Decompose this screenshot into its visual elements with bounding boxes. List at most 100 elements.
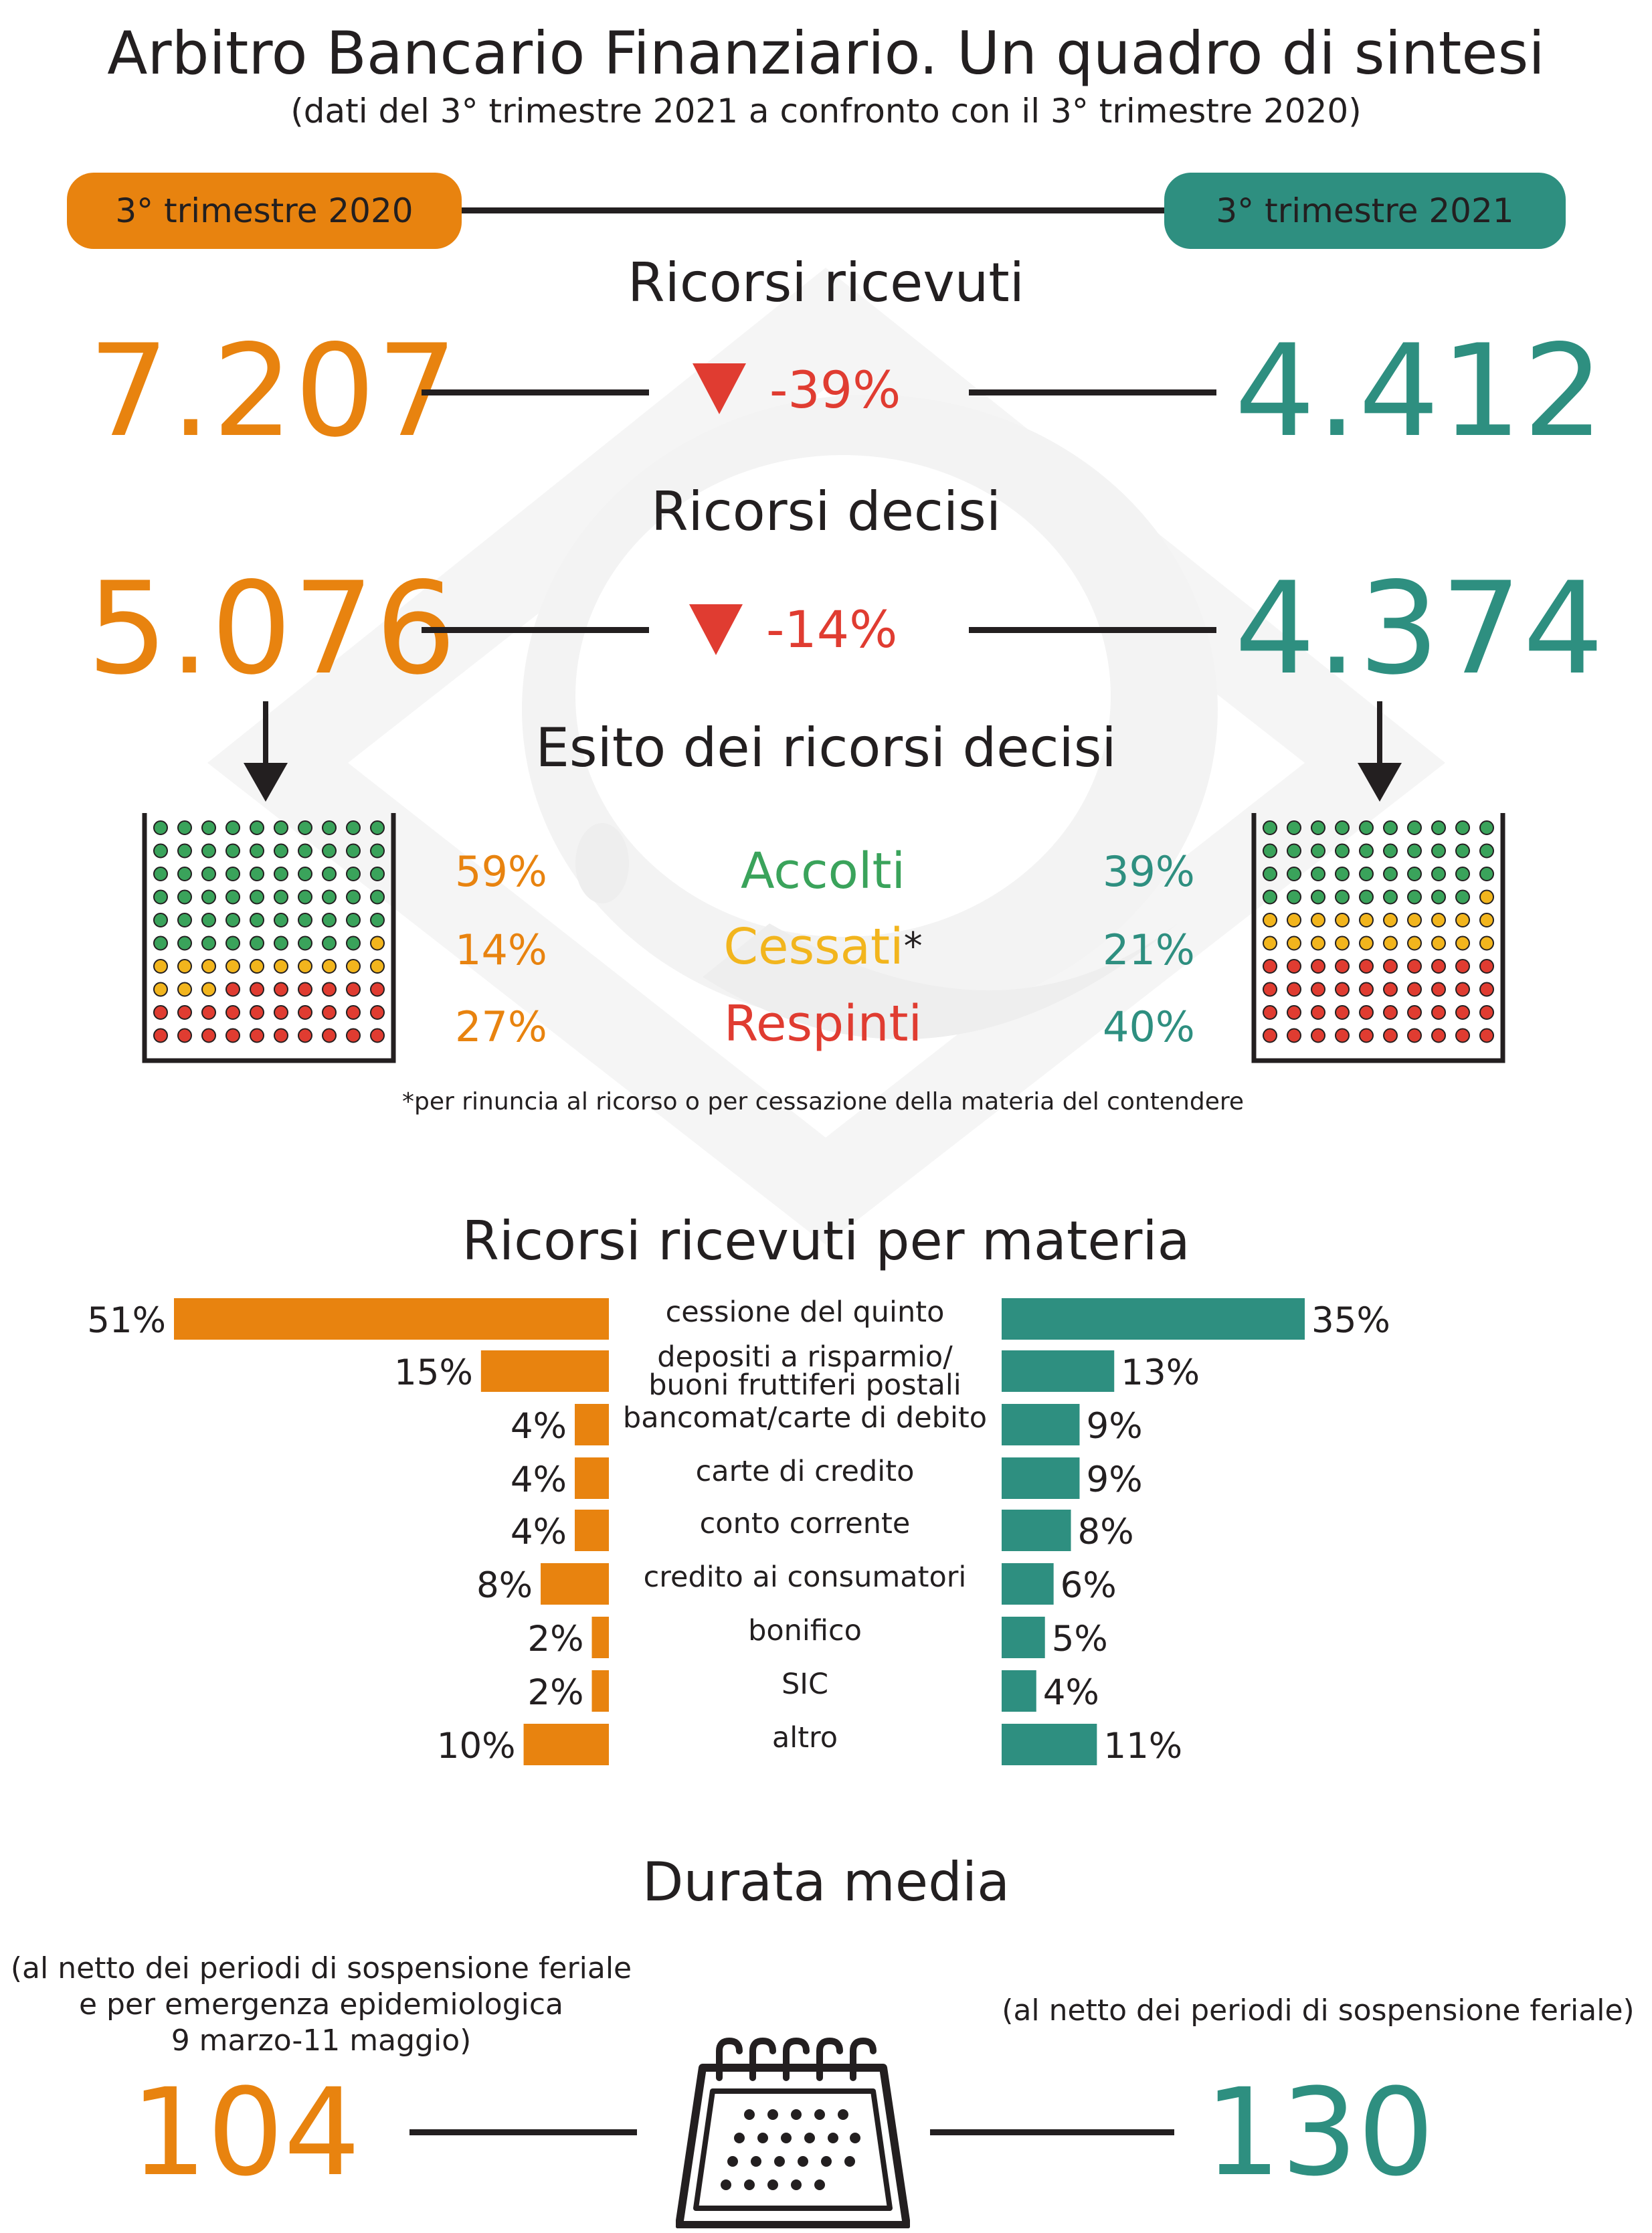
dot-respinti bbox=[153, 1005, 168, 1020]
bar-2021 bbox=[1002, 1510, 1071, 1551]
dot-accolti bbox=[225, 867, 240, 881]
dot-cessati bbox=[1311, 913, 1325, 927]
category-label: credito ai consumatori bbox=[644, 1560, 967, 1594]
dot-accolti bbox=[1455, 820, 1470, 835]
dot-accolti bbox=[1359, 867, 1374, 881]
dot-accolti bbox=[1407, 843, 1422, 859]
dot-respinti bbox=[1335, 1005, 1350, 1020]
dot-respinti bbox=[177, 1028, 192, 1043]
dot-accolti bbox=[1383, 820, 1398, 835]
bar-2020 bbox=[541, 1563, 609, 1605]
dot-accolti bbox=[201, 913, 216, 927]
duration-left-note-line3: 9 marzo-11 maggio) bbox=[171, 2024, 472, 2058]
dot-accolti bbox=[250, 935, 264, 951]
bar-2021 bbox=[1002, 1350, 1115, 1392]
value-label-2020: 8% bbox=[476, 1565, 533, 1606]
dot-cessati bbox=[1263, 913, 1277, 927]
watermark-logo bbox=[207, 268, 1445, 1245]
cessati-footnote-mark: * bbox=[903, 925, 923, 968]
bar-2021 bbox=[1002, 1617, 1045, 1658]
value-label-2020: 4% bbox=[511, 1459, 567, 1500]
category-label: carte di credito bbox=[696, 1455, 915, 1488]
down-triangle-icon bbox=[693, 363, 746, 414]
dot-accolti bbox=[370, 820, 385, 835]
dot-accolti bbox=[153, 843, 168, 859]
dot-accolti bbox=[346, 867, 361, 881]
decided-right-line bbox=[969, 627, 1216, 633]
dot-accolti bbox=[274, 935, 288, 951]
dot-respinti bbox=[1263, 959, 1277, 974]
dot-accolti bbox=[298, 843, 312, 859]
dot-cessati bbox=[274, 959, 288, 974]
received-change: -39% bbox=[769, 360, 901, 420]
dot-accolti bbox=[274, 820, 288, 835]
value-label-2020: 10% bbox=[437, 1726, 516, 1767]
dot-cessati bbox=[298, 959, 312, 974]
dot-accolti bbox=[250, 913, 264, 927]
dot-cessati bbox=[346, 959, 361, 974]
respinti-right-pct: 40% bbox=[1103, 1002, 1195, 1051]
dot-accolti bbox=[1311, 820, 1325, 835]
dot-respinti bbox=[1335, 959, 1350, 974]
container-outline bbox=[1251, 813, 1505, 1063]
category-label: bonifico bbox=[748, 1614, 862, 1647]
value-label-2020: 2% bbox=[527, 1619, 583, 1660]
dot-cessati bbox=[1407, 913, 1422, 927]
received-left-value: 7.207 bbox=[88, 317, 459, 465]
bar-2020 bbox=[591, 1670, 609, 1712]
dot-accolti bbox=[274, 867, 288, 881]
period-badge-2020: 3° trimestre 2020 bbox=[67, 173, 462, 249]
dot-respinti bbox=[250, 1028, 264, 1043]
dot-accolti bbox=[177, 843, 192, 859]
dot-respinti bbox=[177, 1005, 192, 1020]
dot-accolti bbox=[1359, 820, 1374, 835]
dot-respinti bbox=[1311, 982, 1325, 997]
value-label-2021: 9% bbox=[1086, 1406, 1142, 1447]
dot-accolti bbox=[250, 867, 264, 881]
dot-accolti bbox=[201, 867, 216, 881]
dot-respinti bbox=[346, 1028, 361, 1043]
dot-respinti bbox=[1287, 982, 1301, 997]
dot-respinti bbox=[1431, 959, 1446, 974]
dot-accolti bbox=[225, 935, 240, 951]
dot-accolti bbox=[225, 889, 240, 905]
dot-accolti bbox=[322, 843, 337, 859]
dot-accolti bbox=[250, 820, 264, 835]
dot-accolti bbox=[201, 935, 216, 951]
bar-2020 bbox=[575, 1510, 609, 1551]
period-connector-line bbox=[462, 207, 1191, 213]
dot-cessati bbox=[225, 959, 240, 974]
dot-respinti bbox=[1359, 982, 1374, 997]
dot-respinti bbox=[1455, 1005, 1470, 1020]
respinti-left-pct: 27% bbox=[455, 1002, 547, 1051]
decided-left-line bbox=[422, 627, 649, 633]
dot-respinti bbox=[1383, 959, 1398, 974]
dot-accolti bbox=[1383, 867, 1398, 881]
cessati-text: Cessati bbox=[723, 918, 904, 976]
bar-2020 bbox=[523, 1724, 609, 1765]
value-label-2021: 6% bbox=[1061, 1565, 1117, 1606]
dot-accolti bbox=[1431, 820, 1446, 835]
dot-accolti bbox=[1311, 843, 1325, 859]
dot-accolti bbox=[177, 935, 192, 951]
dot-cessati bbox=[1479, 889, 1494, 905]
outcome-dot-grid-2020 bbox=[142, 813, 396, 1063]
dot-respinti bbox=[274, 1005, 288, 1020]
bar-2021 bbox=[1002, 1457, 1080, 1499]
dot-cessati bbox=[1287, 913, 1301, 927]
dot-accolti bbox=[322, 913, 337, 927]
duration-right-value: 130 bbox=[1204, 2063, 1435, 2203]
dot-respinti bbox=[1431, 982, 1446, 997]
dot-accolti bbox=[250, 889, 264, 905]
value-label-2021: 11% bbox=[1103, 1726, 1182, 1767]
dot-respinti bbox=[1359, 959, 1374, 974]
dot-cessati bbox=[1335, 935, 1350, 951]
dot-accolti bbox=[1407, 867, 1422, 881]
dot-accolti bbox=[1263, 820, 1277, 835]
dot-respinti bbox=[1479, 1005, 1494, 1020]
dot-respinti bbox=[1455, 959, 1470, 974]
decided-title: Ricorsi decisi bbox=[650, 480, 1002, 543]
cessati-label: Cessati* bbox=[669, 920, 977, 974]
bar-2021 bbox=[1002, 1563, 1054, 1605]
dot-respinti bbox=[225, 982, 240, 997]
